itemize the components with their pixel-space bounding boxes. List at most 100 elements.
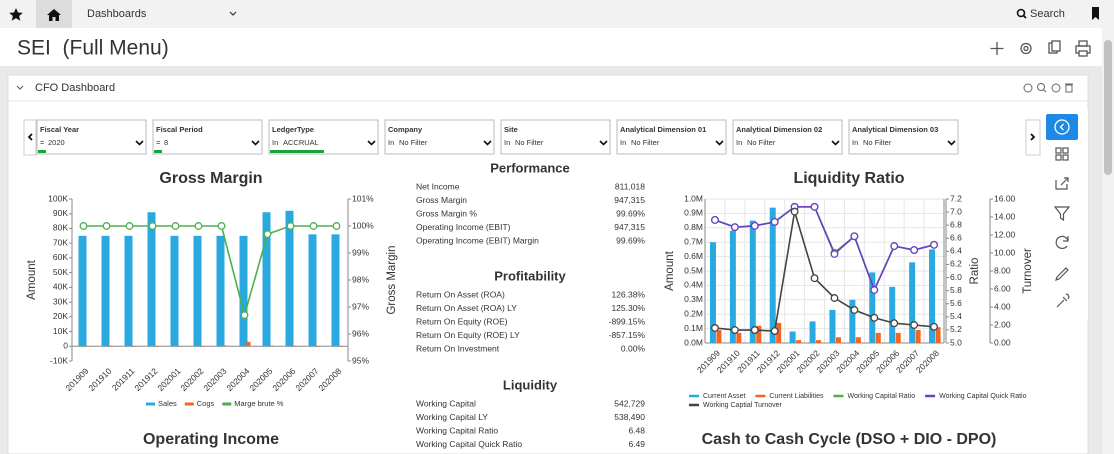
filter-box[interactable] — [268, 119, 379, 155]
bar — [756, 325, 762, 343]
row-value: 126.38% — [611, 289, 645, 299]
row-label: Operating Income (EBIT) — [416, 222, 511, 232]
y-tick-label: 0.7M — [684, 236, 703, 246]
collapse-icon[interactable] — [1054, 119, 1070, 135]
filter-operator: In — [504, 138, 510, 147]
y-tick-label: 0.8M — [684, 222, 703, 232]
y3-tick-label: 8.00 — [994, 265, 1011, 275]
bar — [147, 212, 156, 347]
marker — [730, 223, 739, 232]
y-tick-label: 0.9M — [684, 208, 703, 218]
legend-label: Working Captial Turnover — [703, 402, 783, 409]
row-value: -899.15% — [609, 316, 646, 326]
row-label: Working Capital Ratio — [416, 425, 498, 435]
row-label: Return On Asset (ROA) — [416, 289, 505, 299]
star-icon[interactable] — [9, 8, 23, 21]
bar — [124, 235, 133, 347]
sidebar-icons[interactable] — [1053, 147, 1071, 308]
filter-active — [154, 150, 162, 153]
y-tick-label: 0.6M — [684, 251, 703, 261]
bar — [716, 330, 722, 343]
y3-tick-label: 6.00 — [994, 283, 1011, 293]
filter-box[interactable] — [152, 119, 263, 155]
marker — [750, 221, 759, 230]
toolbar-icons[interactable] — [990, 40, 1091, 57]
y2-tick-label: 7.2 — [950, 193, 962, 203]
row-value: 6.48 — [628, 425, 645, 435]
filter-label: LedgerType — [272, 125, 314, 134]
marker — [711, 215, 719, 224]
filter-box[interactable] — [848, 119, 959, 155]
bar — [200, 346, 205, 347]
row-label: Return On Equity (ROE) LY — [416, 330, 520, 340]
scrollbar-thumb[interactable] — [1104, 40, 1112, 175]
marker — [870, 286, 879, 294]
axis-title: Ratio — [969, 258, 981, 285]
chevron[interactable] — [1030, 133, 1036, 141]
y-tick-label: 40K — [53, 282, 68, 292]
y-tick-label: 20K — [53, 311, 68, 321]
bar — [796, 340, 802, 343]
chevron — [715, 140, 724, 146]
y-tick-label: 0.4M — [684, 280, 703, 290]
marker — [810, 274, 819, 283]
row-value: 947,315 — [614, 195, 645, 205]
y3-tick-label: 4.00 — [994, 301, 1011, 311]
marker — [910, 246, 919, 255]
bar — [193, 235, 202, 347]
bookmark-icon[interactable] — [1092, 7, 1099, 20]
title-bar — [0, 28, 1114, 66]
bar — [269, 345, 274, 347]
y2-tick-label: 5.4 — [950, 311, 962, 321]
filter-label: Fiscal Period — [156, 125, 203, 134]
menu-chevron[interactable] — [229, 11, 237, 16]
chart-title: Liquidity Ratio — [793, 170, 904, 187]
filter-value: No Filter — [515, 138, 544, 147]
bar — [216, 235, 225, 347]
marker — [750, 326, 759, 334]
filter-box[interactable] — [500, 119, 611, 155]
y-tick-label: 0.3M — [684, 294, 703, 304]
y-tick-label: 50K — [53, 267, 68, 277]
search-icon[interactable] — [1022, 14, 1027, 19]
filter-operator: In — [736, 138, 742, 147]
panel-icons[interactable] — [1023, 83, 1073, 93]
marker — [194, 222, 203, 230]
row-label: Working Capital Quick Ratio — [416, 439, 522, 449]
y3-tick-label: 14.00 — [994, 211, 1016, 221]
bar — [308, 234, 317, 347]
filter-box[interactable] — [732, 119, 843, 155]
marker — [79, 222, 88, 230]
chevron — [367, 140, 376, 146]
y2-tick-label: 6.6 — [950, 233, 962, 243]
collapse-icon[interactable] — [16, 85, 24, 90]
marker — [930, 322, 938, 331]
filter-box[interactable] — [616, 119, 727, 155]
bar — [749, 220, 756, 343]
y-tick-label: 80K — [53, 223, 68, 233]
legend-label: Working Capital Ratio — [848, 393, 916, 400]
search-label[interactable]: Search — [1030, 8, 1065, 20]
y3-tick-label: 12.00 — [994, 229, 1016, 239]
y-tick-label: 90K — [53, 208, 68, 218]
row-value: 538,490 — [614, 412, 645, 422]
marker — [770, 327, 779, 335]
collapse-icon[interactable] — [1059, 123, 1064, 131]
filter-label: Company — [388, 125, 423, 134]
sidebar-toggle[interactable] — [1046, 114, 1078, 140]
marker — [171, 222, 180, 230]
legend-label: Current Asset — [703, 393, 745, 400]
y2-tick-label: 100% — [352, 220, 374, 230]
bar — [331, 234, 340, 347]
search-icon[interactable] — [1016, 8, 1026, 18]
filter-label: Analytical Dimension 02 — [736, 125, 822, 134]
bar — [875, 332, 881, 343]
y-tick-label: 1.0M — [684, 193, 703, 203]
marker — [286, 222, 295, 230]
y2-tick-label: 99% — [352, 247, 369, 257]
filter-box[interactable] — [36, 119, 147, 155]
menu-label[interactable]: Dashboards — [87, 8, 147, 20]
chevron — [831, 140, 840, 146]
chevron[interactable] — [27, 133, 33, 141]
filter-box[interactable] — [384, 119, 495, 155]
